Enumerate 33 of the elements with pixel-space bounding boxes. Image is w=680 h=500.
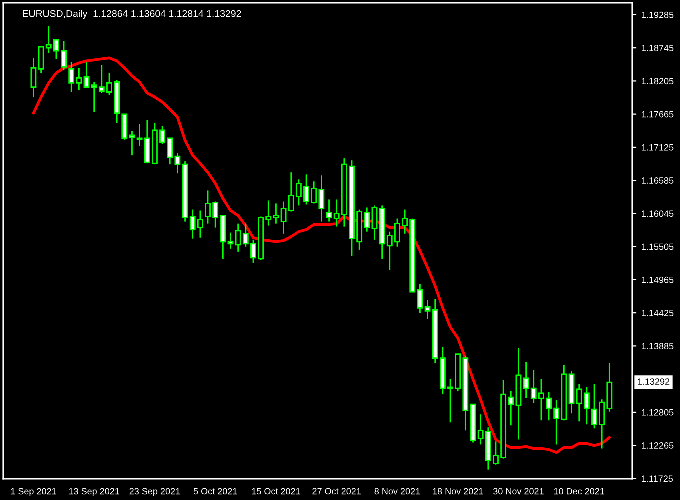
y-tick-label: 1.19285 — [642, 12, 674, 18]
text: EURUSD,Daily 1.12864 1.13604 1.12814 1.13292 — [23, 10, 242, 20]
y-tick-label: 1.13885 — [642, 343, 674, 350]
candlestick — [326, 199, 332, 222]
x-tick-label: 23 Sep 2021 — [130, 488, 180, 496]
x-tick-label: 30 Nov 2021 — [493, 488, 544, 495]
y-tick-label: 1.14425 — [642, 310, 674, 316]
y-tick-label: 1.18745 — [642, 45, 674, 52]
y-tick-label: 1.11725 — [642, 476, 674, 482]
y-tick-label: 1.16045 — [642, 210, 674, 218]
x-tick-label: 10 Dec 2021 — [554, 488, 605, 495]
y-tick-label: 1.16585 — [642, 178, 674, 184]
y-tick-label: 1.18205 — [642, 78, 674, 85]
candlestick — [228, 232, 234, 250]
x-tick-label: 1 Sep 2021 — [11, 488, 56, 496]
candlestick — [372, 205, 378, 241]
x-tick-label: 27 Oct 2021 — [312, 488, 361, 495]
x-tick-label: 18 Nov 2021 — [433, 488, 484, 495]
y-tick-label: 1.14965 — [642, 276, 674, 284]
x-tick-label: 13 Sep 2021 — [69, 488, 120, 496]
candlestick — [30, 57, 37, 98]
y-tick-label: 1.17125 — [642, 144, 674, 151]
candlestick — [129, 130, 136, 156]
text: 1.13292 — [638, 378, 670, 385]
y-tick-label: 1.12805 — [642, 409, 674, 416]
candlestick — [273, 203, 280, 225]
y-tick-label: 1.12265 — [642, 442, 674, 449]
x-tick-label: 15 Oct 2021 — [252, 488, 300, 495]
x-tick-label: 8 Nov 2021 — [374, 488, 420, 495]
y-tick-label: 1.17665 — [642, 111, 674, 118]
x-tick-label: 5 Oct 2021 — [194, 488, 238, 495]
candlestick — [84, 61, 90, 89]
y-tick-label: 1.15505 — [642, 244, 674, 250]
